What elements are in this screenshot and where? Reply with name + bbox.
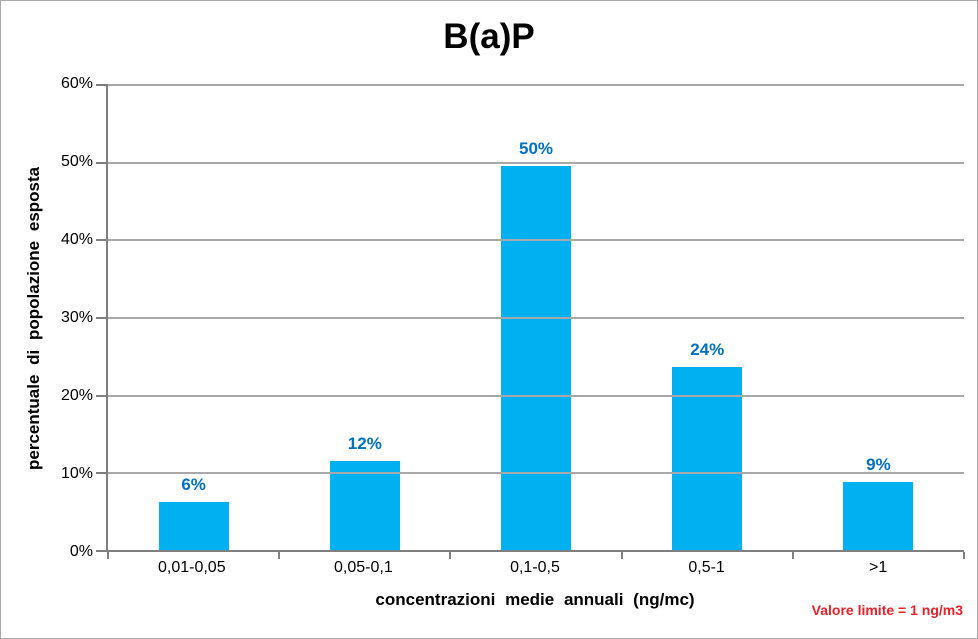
y-tick-label-40: 40% <box>60 231 93 249</box>
gridline-30 <box>108 317 964 319</box>
gridline-50 <box>108 161 964 164</box>
y-tick-label-20: 20% <box>60 387 93 405</box>
bar-1 <box>329 460 400 550</box>
bar-slot-2: 50% <box>450 84 621 550</box>
y-tick-label-30: 30% <box>60 309 93 326</box>
gridline-20 <box>108 394 964 397</box>
plot-area: 6% 12% 50% 24% 9% <box>96 84 965 559</box>
gridline-10 <box>108 472 964 475</box>
chart-title: B(a)P <box>443 17 535 56</box>
x-category-label-3: 0,5-1 <box>688 559 725 576</box>
gridline-60 <box>108 84 964 86</box>
bar-value-label-4: 9% <box>866 455 891 475</box>
y-tick-label-10: 10% <box>60 465 93 483</box>
y-tick-0 <box>96 550 106 552</box>
x-tick-3 <box>620 552 623 559</box>
bar-value-label-0: 6% <box>181 474 206 494</box>
x-axis-labels: 0,01-0,05 0,05-0,1 0,1-0,5 0,5-1 >1 <box>106 559 964 577</box>
y-tick-20 <box>96 394 106 397</box>
y-tick-50 <box>96 161 106 164</box>
bar-2 <box>501 165 571 550</box>
y-tick-label-0: 0% <box>69 543 93 560</box>
limit-value-annotation: Valore limite = 1 ng/m3 <box>811 602 963 618</box>
bar-3 <box>672 366 743 550</box>
y-axis-labels: 0% 10% 20% 30% 40% 50% 60% <box>1 75 93 560</box>
y-tick-10 <box>96 472 106 475</box>
y-tick-label-60: 60% <box>60 75 93 92</box>
x-category-label-0: 0,01-0,05 <box>157 559 226 576</box>
bar-slots: 6% 12% 50% 24% 9% <box>108 84 964 550</box>
y-tick-label-50: 50% <box>60 153 93 170</box>
x-tick-0 <box>107 552 109 559</box>
y-tick-40 <box>96 239 106 242</box>
bar-value-label-2: 50% <box>518 138 554 158</box>
x-tick-4 <box>791 552 794 559</box>
x-category-label-2: 0,1-0,5 <box>510 559 560 576</box>
bar-slot-4: 9% <box>793 84 964 550</box>
bar-value-label-1: 12% <box>347 433 382 453</box>
bar-value-label-3: 24% <box>690 339 725 359</box>
bar-slot-3: 24% <box>622 84 793 550</box>
x-category-label-1: 0,05-0,1 <box>334 559 393 576</box>
gridline-40 <box>108 239 964 242</box>
y-tick-30 <box>96 317 106 319</box>
x-tick-2 <box>449 552 452 559</box>
bar-slot-0: 6% <box>108 84 279 550</box>
x-axis-title: concentrazioni medie annuali (ng/mc) <box>375 590 695 609</box>
bar-4 <box>843 482 914 550</box>
x-tick-1 <box>278 552 281 559</box>
bar-slot-1: 12% <box>279 84 450 550</box>
x-category-label-4: >1 <box>869 559 888 576</box>
bar-0 <box>158 501 229 550</box>
y-tick-60 <box>96 84 106 86</box>
x-tick-5 <box>963 552 965 559</box>
